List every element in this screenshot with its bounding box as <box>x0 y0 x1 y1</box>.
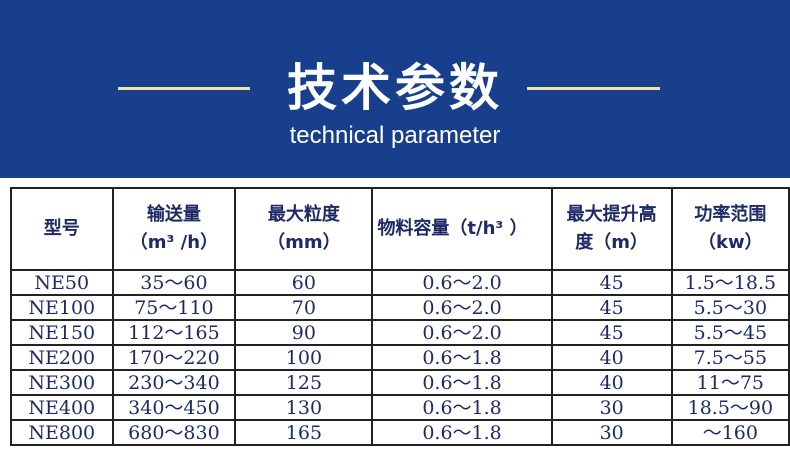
table-cell: 11～75 <box>670 369 790 396</box>
table-cell: 30 <box>550 419 673 446</box>
column-header: 功率范围 （kw） <box>670 187 790 271</box>
table-cell: 30 <box>550 394 673 421</box>
page-title: 技术参数 <box>287 59 503 117</box>
header-text: 物料容量（t/h³ ） <box>377 218 528 239</box>
table-cell: 35～60 <box>111 269 237 296</box>
table-cell: 45 <box>550 269 673 296</box>
table-cell: 0.6～1.8 <box>371 419 553 446</box>
table-cell: NE150 <box>10 319 114 346</box>
header-text: （kw） <box>698 232 763 253</box>
table-row: NE50 35～60 60 0.6～2.0 45 1.5～18.5 <box>10 269 790 296</box>
table-cell: 45 <box>550 319 673 346</box>
table-cell: 75～110 <box>111 294 237 321</box>
header-text: 型号 <box>43 218 80 239</box>
header-text: 最大提升高 <box>566 204 657 225</box>
table-row: NE300 230～340 125 0.6～1.8 40 11～75 <box>10 369 790 396</box>
table-cell: 5.5～45 <box>670 319 790 346</box>
decorative-line-right <box>527 87 660 90</box>
header-banner: 技术参数 technical parameter <box>0 0 790 178</box>
page-subtitle: technical parameter <box>289 122 501 149</box>
table-cell: 0.6～1.8 <box>371 344 553 371</box>
header-text: （mm） <box>267 232 341 253</box>
column-header: 最大提升高度（m） <box>550 187 673 271</box>
header-text: 输送量 <box>146 204 201 225</box>
table-row: NE400 340～450 130 0.6～1.8 30 18.5～90 <box>10 394 790 421</box>
table-cell: 1.5～18.5 <box>670 269 790 296</box>
table-row: NE100 75～110 70 0.6～2.0 45 5.5～30 <box>10 294 790 321</box>
table-row: NE200 170～220 100 0.6～1.8 40 7.5～55 <box>10 344 790 371</box>
table-cell: ～160 <box>670 419 790 446</box>
decorative-line-left <box>118 87 250 90</box>
parameter-table: 型号 输送量 （m³ /h） 最大粒度 （mm） 物料容量（t/h³ ） 最大提升高度（m）… <box>10 187 790 446</box>
table-cell: NE400 <box>10 394 114 421</box>
table-cell: 340～450 <box>111 394 237 421</box>
table-cell: 7.5～55 <box>670 344 790 371</box>
table-cell: 0.6～2.0 <box>371 294 553 321</box>
table-cell: 100 <box>234 344 374 371</box>
column-header: 物料容量（t/h³ ） <box>371 187 553 271</box>
table-cell: 680～830 <box>111 419 237 446</box>
table-cell: 0.6～2.0 <box>371 319 553 346</box>
table-cell: 18.5～90 <box>670 394 790 421</box>
header-text: 功率范围 <box>694 204 767 225</box>
table-cell: 0.6～1.8 <box>371 394 553 421</box>
table-cell: 45 <box>550 294 673 321</box>
table-cell: 125 <box>234 369 374 396</box>
header-text: （m³ /h） <box>129 232 219 253</box>
column-header: 最大粒度 （mm） <box>234 187 374 271</box>
table-cell: 70 <box>234 294 374 321</box>
table-cell: 130 <box>234 394 374 421</box>
table-cell: 90 <box>234 319 374 346</box>
table-row: NE150 112～165 90 0.6～2.0 45 5.5～45 <box>10 319 790 346</box>
table-cell: NE800 <box>10 419 114 446</box>
table-cell: 5.5～30 <box>670 294 790 321</box>
table-cell: 60 <box>234 269 374 296</box>
table-cell: 40 <box>550 369 673 396</box>
table-cell: 230～340 <box>111 369 237 396</box>
column-header: 输送量 （m³ /h） <box>111 187 237 271</box>
table-cell: 0.6～2.0 <box>371 269 553 296</box>
table-cell: 40 <box>550 344 673 371</box>
table-cell: 0.6～1.8 <box>371 369 553 396</box>
table-cell: 165 <box>234 419 374 446</box>
header-text: 最大粒度 <box>267 204 340 225</box>
table-cell: NE100 <box>10 294 114 321</box>
table-cell: 170～220 <box>111 344 237 371</box>
table-cell: NE50 <box>10 269 114 296</box>
table-cell: 112～165 <box>111 319 237 346</box>
header-text: 度（m） <box>575 232 649 253</box>
table-cell: NE200 <box>10 344 114 371</box>
column-header: 型号 <box>10 187 114 271</box>
table-cell: NE300 <box>10 369 114 396</box>
table-row: NE800 680～830 165 0.6～1.8 30 ～160 <box>10 419 790 446</box>
